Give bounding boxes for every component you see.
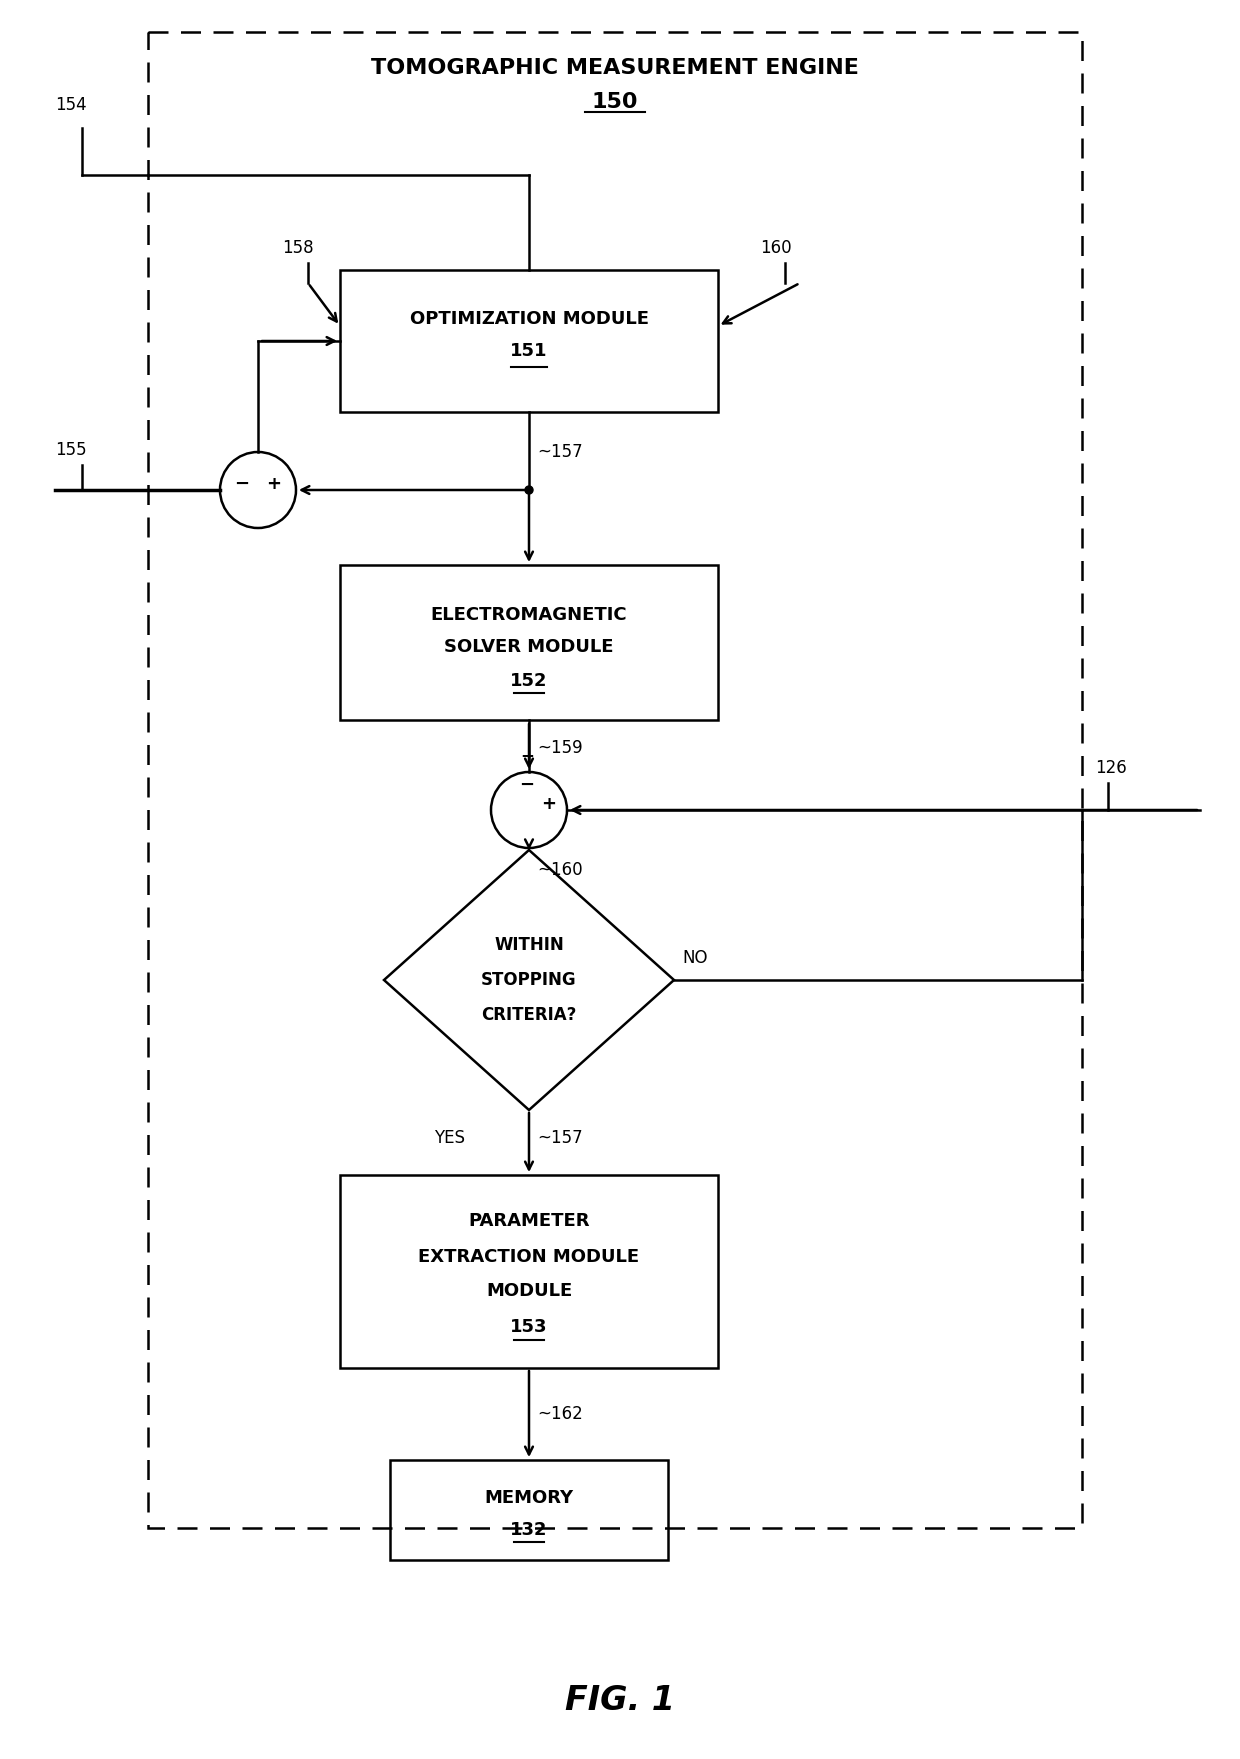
- Text: ~159: ~159: [537, 739, 583, 756]
- Text: NO: NO: [682, 950, 708, 967]
- Text: 126: 126: [1095, 758, 1127, 777]
- Text: ~157: ~157: [537, 1129, 583, 1147]
- Text: STOPPING: STOPPING: [481, 971, 577, 989]
- Text: EXTRACTION MODULE: EXTRACTION MODULE: [418, 1247, 640, 1265]
- Text: −: −: [520, 746, 534, 763]
- Text: OPTIMIZATION MODULE: OPTIMIZATION MODULE: [409, 310, 649, 327]
- Text: YES: YES: [434, 1129, 465, 1147]
- Text: ELECTROMAGNETIC: ELECTROMAGNETIC: [430, 605, 627, 623]
- Text: TOMOGRAPHIC MEASUREMENT ENGINE: TOMOGRAPHIC MEASUREMENT ENGINE: [371, 58, 859, 77]
- Text: 154: 154: [55, 97, 87, 114]
- Text: 152: 152: [510, 672, 548, 690]
- Text: MEMORY: MEMORY: [485, 1490, 574, 1507]
- Text: 150: 150: [591, 91, 639, 113]
- Text: MODULE: MODULE: [486, 1282, 572, 1300]
- Text: 160: 160: [760, 239, 791, 257]
- Circle shape: [525, 485, 533, 494]
- Text: PARAMETER: PARAMETER: [469, 1212, 590, 1231]
- Text: 158: 158: [281, 239, 314, 257]
- Text: −: −: [234, 475, 249, 493]
- Text: 151: 151: [510, 341, 548, 361]
- Text: ~160: ~160: [537, 860, 583, 880]
- Text: SOLVER MODULE: SOLVER MODULE: [444, 639, 614, 656]
- Text: −: −: [520, 776, 534, 793]
- Text: CRITERIA?: CRITERIA?: [481, 1006, 577, 1024]
- Text: +: +: [542, 795, 557, 813]
- Text: ~162: ~162: [537, 1405, 583, 1423]
- Text: 153: 153: [510, 1317, 548, 1335]
- Text: 155: 155: [55, 442, 87, 459]
- Text: +: +: [267, 475, 281, 493]
- Text: ~157: ~157: [537, 443, 583, 461]
- Text: WITHIN: WITHIN: [494, 936, 564, 953]
- Text: FIG. 1: FIG. 1: [565, 1683, 675, 1717]
- Text: 132: 132: [510, 1522, 548, 1539]
